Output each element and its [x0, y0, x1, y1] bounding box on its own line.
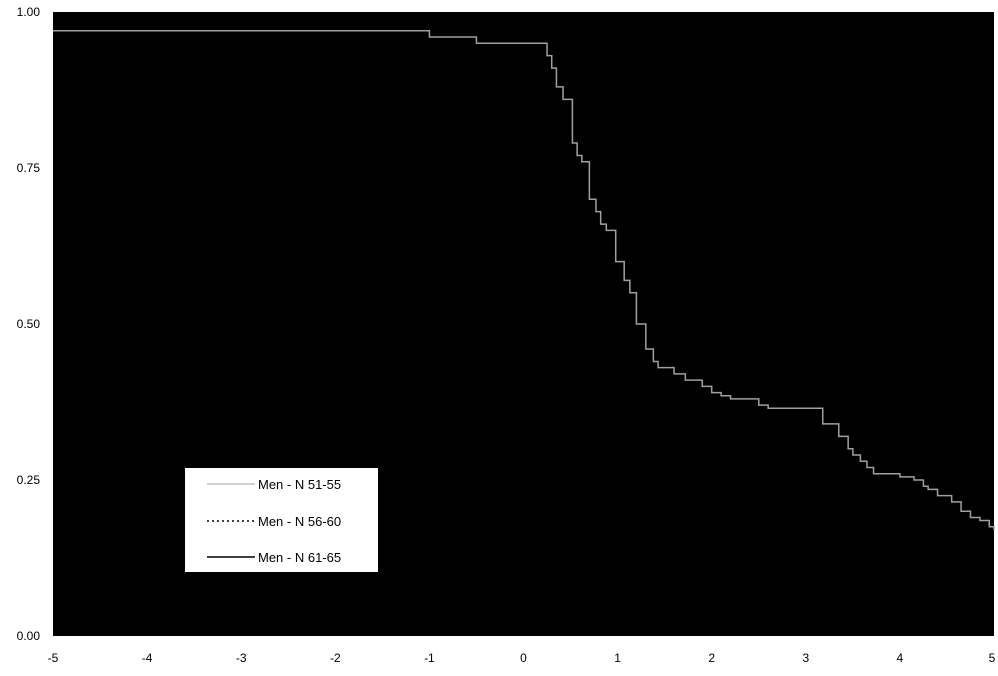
series-line-1 — [53, 29, 995, 530]
legend-box — [185, 468, 378, 572]
legend-label-series-1: Men - N 51-55 — [258, 477, 341, 492]
x-tick-label: 0 — [520, 651, 527, 665]
x-tick-label: 3 — [802, 651, 809, 665]
series-lines — [53, 29, 995, 530]
x-tick-label: -2 — [330, 651, 341, 665]
legend: Men - N 51-55 Men - N 56-60 Men - N 61-6… — [185, 468, 378, 572]
y-tick-label: 0.75 — [17, 161, 41, 175]
x-tick-label: 4 — [897, 651, 904, 665]
y-tick-label: 0.00 — [17, 629, 41, 643]
x-tick-label: 1 — [614, 651, 621, 665]
x-tick-label: 2 — [708, 651, 715, 665]
y-tick-label: 0.50 — [17, 317, 41, 331]
x-tick-label: -1 — [424, 651, 435, 665]
x-tick-label: -5 — [48, 651, 59, 665]
y-axis-tick-labels: 0.00 0.25 0.50 0.75 1.00 — [17, 5, 41, 643]
x-tick-label: -3 — [236, 651, 247, 665]
x-tick-label: -4 — [142, 651, 153, 665]
x-axis-tick-labels: -5 -4 -3 -2 -1 0 1 2 3 4 5 — [48, 651, 996, 665]
y-tick-label: 1.00 — [17, 5, 41, 19]
y-tick-label: 0.25 — [17, 473, 41, 487]
x-tick-label: 5 — [989, 651, 996, 665]
legend-label-series-3: Men - N 61-65 — [258, 550, 341, 565]
legend-label-series-2: Men - N 56-60 — [258, 514, 341, 529]
